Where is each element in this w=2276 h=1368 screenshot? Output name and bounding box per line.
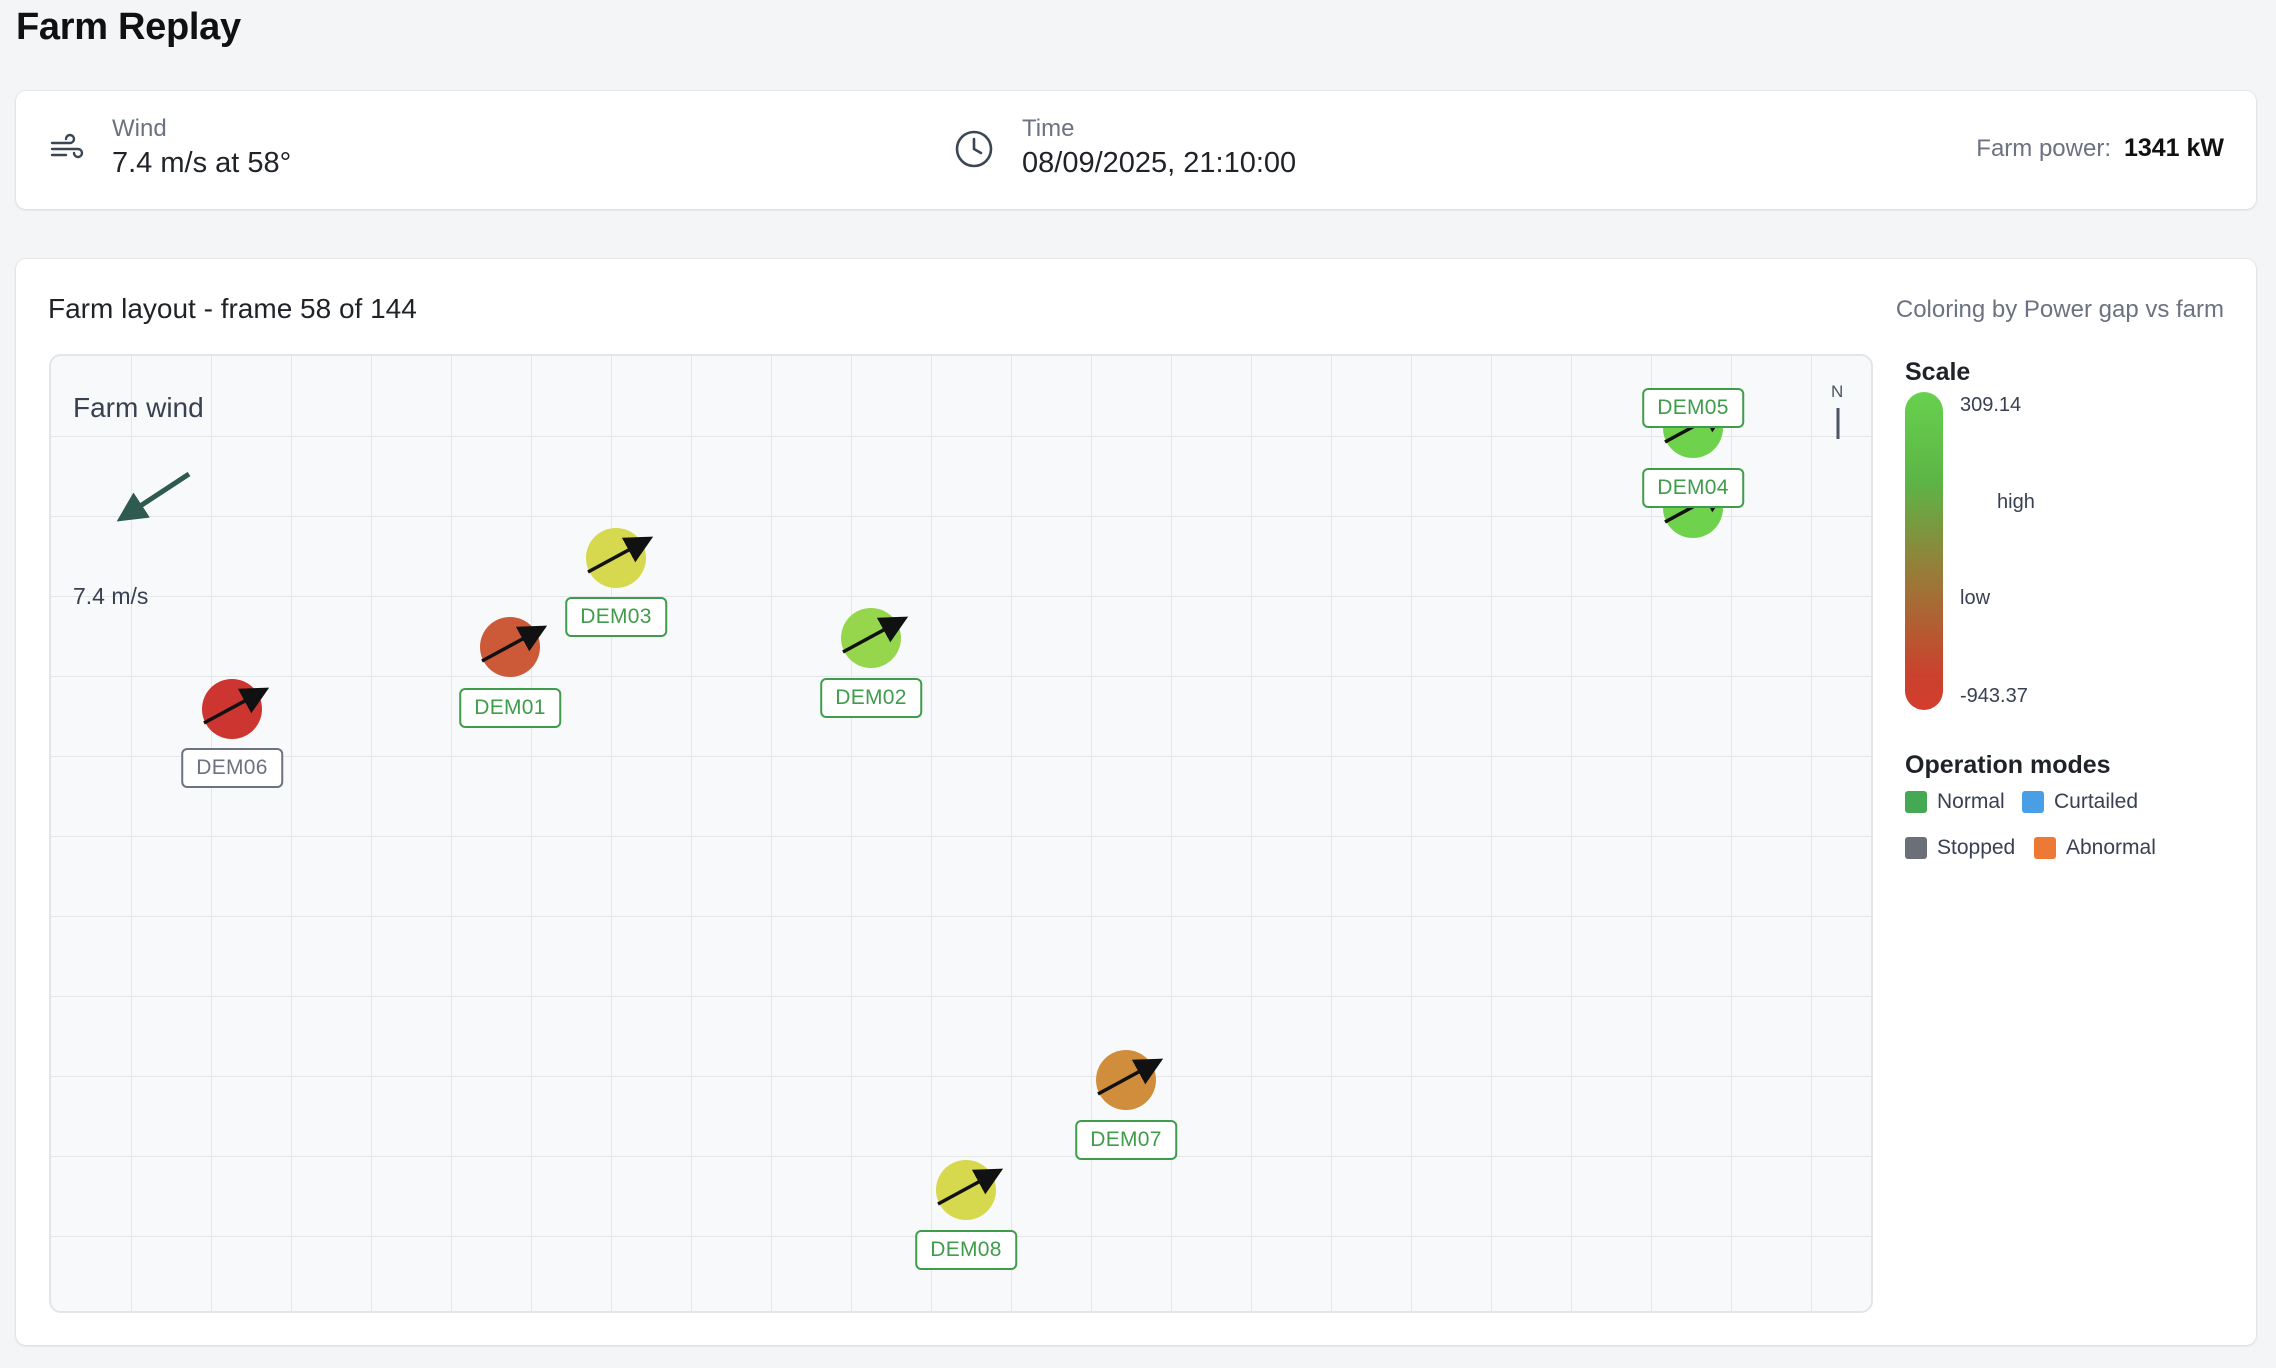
- grid-line-vertical: [531, 356, 532, 1311]
- turbine-label-dem02[interactable]: DEM02: [820, 678, 922, 718]
- grid-line-horizontal: [51, 996, 1871, 997]
- farm-wind-speed: 7.4 m/s: [73, 583, 149, 609]
- curtailed-swatch: [2022, 791, 2044, 813]
- mode-stopped-label: Stopped: [1937, 836, 2016, 859]
- scale-high-label: high: [1997, 491, 2035, 513]
- map-overlay: [116, 398, 1840, 1220]
- grid-line-vertical: [1731, 356, 1732, 1311]
- grid-line-vertical: [1811, 356, 1812, 1311]
- grid-line-horizontal: [51, 1076, 1871, 1077]
- grid-line-vertical: [1651, 356, 1652, 1311]
- farm-power-label: Farm power:: [1976, 135, 2111, 162]
- grid-line-vertical: [1171, 356, 1172, 1311]
- turbine-dem03[interactable]: [586, 528, 654, 588]
- turbine-label-dem05[interactable]: DEM05: [1642, 388, 1744, 428]
- grid-line-horizontal: [51, 436, 1871, 437]
- turbine-heading-arrow: [203, 687, 270, 725]
- stopped-swatch: [1905, 837, 1927, 859]
- turbine-heading-arrow: [587, 536, 654, 574]
- page-title: Farm Replay: [16, 6, 241, 48]
- abnormal-swatch: [2034, 837, 2056, 859]
- grid-line-vertical: [1571, 356, 1572, 1311]
- mode-normal-label: Normal: [1937, 790, 2005, 813]
- wind-label: Wind: [112, 115, 167, 142]
- grid-line-vertical: [371, 356, 372, 1311]
- grid-line-vertical: [1411, 356, 1412, 1311]
- normal-swatch: [1905, 791, 1927, 813]
- scale-min: -943.37: [1960, 685, 2028, 707]
- grid-line-vertical: [1251, 356, 1252, 1311]
- time-label: Time: [1022, 115, 1075, 142]
- mode-abnormal-label: Abnormal: [2066, 836, 2156, 859]
- grid-line-horizontal: [51, 916, 1871, 917]
- status-card: Wind 7.4 m/s at 58° Time 08/09/2025, 21:…: [16, 91, 2256, 209]
- turbine-label-dem07[interactable]: DEM07: [1075, 1120, 1177, 1160]
- scale-title: Scale: [1905, 358, 1971, 386]
- grid-line-vertical: [211, 356, 212, 1311]
- grid-line-vertical: [1011, 356, 1012, 1311]
- wind-icon: [50, 133, 84, 159]
- turbine-label-dem01[interactable]: DEM01: [459, 688, 561, 728]
- clock-icon: [955, 130, 993, 168]
- grid-line-vertical: [771, 356, 772, 1311]
- farm-power-value: 1341 kW: [2123, 134, 2224, 162]
- mode-curtailed: Curtailed: [2022, 790, 2138, 814]
- turbine-label-dem08[interactable]: DEM08: [915, 1230, 1017, 1270]
- grid-line-vertical: [451, 356, 452, 1311]
- grid-line-vertical: [1491, 356, 1492, 1311]
- mode-stopped: Stopped: [1905, 836, 2015, 860]
- wind-direction-arrow: [116, 471, 191, 522]
- coloring-label: Coloring by Power gap vs farm: [1895, 296, 2224, 323]
- grid-line-vertical: [291, 356, 292, 1311]
- layout-title: Farm layout - frame 58 of 144: [48, 293, 417, 324]
- farm-layout-card: Farm layout - frame 58 of 144 Coloring b…: [16, 259, 2256, 1345]
- grid-line-horizontal: [51, 1156, 1871, 1157]
- turbine-heading-arrow: [937, 1168, 1004, 1206]
- grid-line-vertical: [611, 356, 612, 1311]
- grid-line-vertical: [131, 356, 132, 1311]
- north-label: N: [1831, 382, 1844, 401]
- farm-wind-title: Farm wind: [73, 392, 204, 423]
- turbine-dem07[interactable]: [1096, 1050, 1164, 1110]
- grid-line-horizontal: [51, 836, 1871, 837]
- grid-line-horizontal: [51, 676, 1871, 677]
- scale-gradient-bar: [1905, 392, 1943, 710]
- wind-value: 7.4 m/s at 58°: [112, 147, 292, 179]
- turbine-heading-arrow: [1097, 1058, 1164, 1096]
- turbine-label-dem06[interactable]: DEM06: [181, 748, 283, 788]
- turbine-dem02[interactable]: [841, 608, 909, 668]
- grid-line-horizontal: [51, 596, 1871, 597]
- grid-line-vertical: [931, 356, 932, 1311]
- scale-max: 309.14: [1960, 394, 2022, 416]
- turbine-heading-arrow: [842, 616, 909, 654]
- turbine-label-dem04[interactable]: DEM04: [1642, 468, 1744, 508]
- grid-line-vertical: [1091, 356, 1092, 1311]
- legend-panel: Scale 309.14 high low -943.37 Operation …: [1905, 354, 2245, 954]
- turbine-heading-arrow: [481, 625, 548, 663]
- farm-map[interactable]: Farm wind 7.4 m/s: [49, 354, 1873, 1313]
- operation-modes-title: Operation modes: [1905, 751, 2111, 779]
- turbine-label-dem03[interactable]: DEM03: [565, 597, 667, 637]
- mode-normal: Normal: [1905, 790, 2005, 814]
- grid-line-horizontal: [51, 516, 1871, 517]
- grid-line-vertical: [691, 356, 692, 1311]
- turbine-dem01[interactable]: [480, 617, 548, 677]
- turbine-dem06[interactable]: [202, 679, 270, 739]
- grid-line-vertical: [851, 356, 852, 1311]
- scale-low-label: low: [1960, 587, 1991, 609]
- turbine-dem08[interactable]: [936, 1160, 1004, 1220]
- mode-abnormal: Abnormal: [2034, 836, 2156, 860]
- grid-line-vertical: [1331, 356, 1332, 1311]
- mode-curtailed-label: Curtailed: [2054, 790, 2139, 813]
- time-value: 08/09/2025, 21:10:00: [1022, 147, 1297, 179]
- grid-line-horizontal: [51, 756, 1871, 757]
